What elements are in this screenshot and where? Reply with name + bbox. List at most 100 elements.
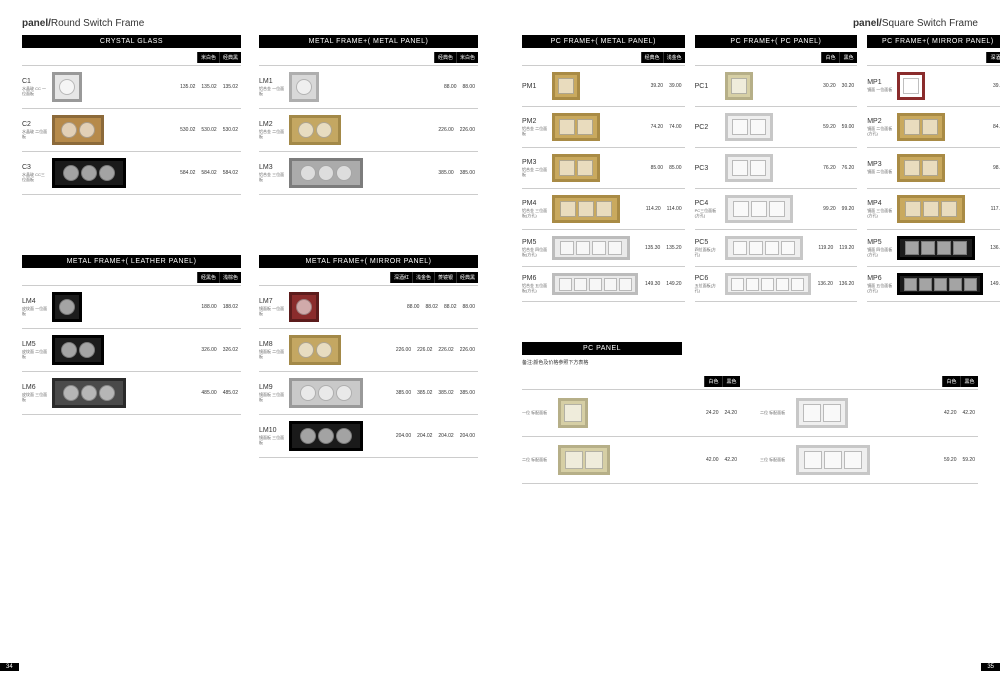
price-value: 385.00 [457, 168, 478, 178]
product-code: PC1 [695, 83, 721, 90]
price-values: 99.2099.20 [820, 204, 857, 214]
gang-opening [59, 79, 75, 95]
product-image [897, 72, 925, 100]
product-frame [725, 195, 793, 223]
price-column-label: 深酒红 [390, 272, 412, 283]
gang-opening [560, 201, 576, 217]
price-values: 188.00188.02 [198, 302, 241, 312]
pc-panel-group: 二位 标配面板42.2042.20 [760, 398, 978, 428]
price-value: 85.00 [666, 163, 685, 173]
price-column-label: 经黑色 [197, 272, 219, 283]
price-values: 119.20119.20 [815, 243, 857, 253]
product-frame [552, 236, 630, 260]
gang-opening [791, 278, 804, 291]
product-code: PM2铝合金 二位面板 [522, 118, 548, 136]
gang-opening [559, 119, 575, 135]
product-desc: 铝合金 三位面板(方孔) [522, 209, 548, 218]
price-values: 24.2024.20 [703, 408, 740, 418]
price-values: 149.30149.20 [642, 279, 685, 289]
product-image [289, 378, 363, 408]
gang-opening [296, 79, 312, 95]
product-image [725, 113, 773, 141]
price-column-label: 经典黑 [456, 272, 478, 283]
product-image [552, 113, 600, 141]
gang-opening [804, 451, 822, 469]
product-desc: 镜面板 三位面板 [259, 436, 285, 445]
gang-opening [300, 385, 316, 401]
product-image [725, 236, 803, 260]
product-row: PM2铝合金 二位面板74.2074.00 [522, 106, 685, 147]
section-header: METAL FRAME+( MIRROR PANEL) [259, 255, 478, 268]
gang-opening [921, 241, 935, 255]
price-column-label: 经典黑 [219, 52, 241, 63]
price-header: 米白色经典黑 [22, 52, 241, 63]
price-values: 135.30135.20 [642, 243, 685, 253]
gang-opening [318, 165, 334, 181]
price-values: 136.20136.20 [815, 279, 858, 289]
price-values: 117.20 [988, 204, 1000, 214]
price-value: 88.00 [459, 302, 478, 312]
price-values: 59.2059.00 [820, 122, 857, 132]
product-frame [897, 273, 983, 295]
gang-opening [750, 119, 766, 135]
price-value: 88.02 [422, 302, 441, 312]
product-frame [552, 273, 638, 295]
price-value: 30.20 [839, 81, 858, 91]
price-column-label: 浅金色 [412, 272, 434, 283]
product-frame [897, 195, 965, 223]
product-desc: 水晶玻 CC 一位面板 [22, 87, 48, 96]
gang-opening [937, 241, 951, 255]
product-code: LM6皮纹面 三位面板 [22, 384, 48, 402]
product-code: PC6五位面板(方孔) [695, 275, 721, 293]
price-value: 204.02 [435, 431, 456, 441]
product-code: PM5铝合金 四位面板(方孔) [522, 239, 548, 257]
product-row: LM10镜面板 三位面板204.00204.02204.02204.00 [259, 414, 478, 458]
gang-opening [592, 241, 606, 255]
price-value: 226.00 [393, 345, 414, 355]
product-code: MP5镜面 四位面板(方孔) [867, 239, 893, 257]
gang-opening [776, 278, 789, 291]
product-row: PC130.2030.20 [695, 65, 858, 106]
section-header: PC PANEL [522, 342, 682, 355]
product-row: PC4PC三位面板(方孔)99.2099.20 [695, 188, 858, 229]
price-values: 385.00385.02385.02385.00 [393, 388, 478, 398]
product-code: LM10镜面板 三位面板 [259, 427, 285, 445]
gang-opening [574, 278, 587, 291]
gang-opening [903, 78, 919, 94]
product-code: PC3 [695, 165, 721, 172]
product-image [725, 273, 811, 295]
product-frame [725, 72, 753, 100]
price-header: 白色黑色 [695, 52, 858, 63]
product-desc: 铝合金 三位面板 [259, 173, 285, 182]
price-values: 85.0085.00 [648, 163, 685, 173]
product-row: MP2镜面 二位面板(方孔)84.20 [867, 106, 1000, 147]
gang-opening [336, 165, 352, 181]
gang-opening [589, 278, 602, 291]
price-value: 84.20 [990, 122, 1000, 132]
price-value: 99.20 [839, 204, 858, 214]
product-frame [289, 335, 341, 365]
product-desc: 镜面 四位面板(方孔) [867, 248, 893, 257]
page-number-left: 34 [0, 663, 19, 671]
product-frame [289, 158, 363, 188]
gang-opening [941, 201, 957, 217]
product-frame [796, 445, 870, 475]
price-column-label: 米白色 [456, 52, 478, 63]
gang-opening [63, 385, 79, 401]
product-row: PC259.2059.00 [695, 106, 858, 147]
gang-opening [905, 201, 921, 217]
gang-opening [769, 201, 785, 217]
gang-opening [619, 278, 632, 291]
product-desc: 镜面 二位面板 [867, 170, 893, 174]
product-desc: 镜面 五位面板(方孔) [867, 284, 893, 293]
gang-opening [934, 278, 947, 291]
price-value: 117.20 [988, 204, 1000, 214]
pc-panel-group: 二位 标配面板42.0042.20 [522, 445, 740, 475]
product-desc: 铝合金 二位面板 [259, 130, 285, 139]
gang-opening [923, 201, 939, 217]
product-row: C3水晶玻 CC三位面板584.02584.02584.02 [22, 151, 241, 195]
price-value: 188.02 [220, 302, 241, 312]
price-value: 59.00 [839, 122, 858, 132]
price-header: 深酒红 [867, 52, 1000, 63]
product-row: MP3镜面 二位面板98.20 [867, 147, 1000, 188]
